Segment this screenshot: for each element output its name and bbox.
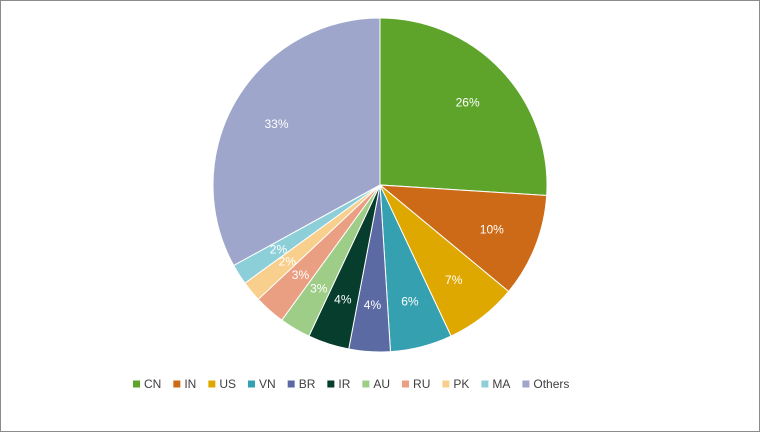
legend-label-br: BR xyxy=(299,377,316,391)
legend-label-au: AU xyxy=(373,377,390,391)
data-label-au: 3% xyxy=(310,281,328,295)
legend-swatch-br xyxy=(287,380,295,388)
legend-swatch-ir xyxy=(327,380,335,388)
legend-swatch-cn xyxy=(133,380,140,388)
legend-swatch-au xyxy=(362,380,370,388)
legend-swatch-us xyxy=(208,380,216,388)
legend-swatch-vn xyxy=(248,380,256,388)
pie-slice-in xyxy=(378,184,548,293)
legend: CN IN US VN BR IR AU RU PK MA Others xyxy=(133,377,569,391)
pie-slice-cn xyxy=(379,17,548,197)
data-label-ir: 4% xyxy=(334,292,352,306)
data-label-pk: 2% xyxy=(279,255,297,269)
data-label-others: 33% xyxy=(264,117,288,131)
legend-label-vn: VN xyxy=(259,377,276,391)
legend-label-ru: RU xyxy=(413,377,430,391)
legend-swatch-in xyxy=(173,380,181,388)
legend-label-cn: CN xyxy=(144,377,161,391)
legend-swatch-ma xyxy=(481,380,489,388)
data-label-ma: 2% xyxy=(270,242,288,256)
data-label-vn: 6% xyxy=(401,294,419,308)
data-label-br: 4% xyxy=(364,298,382,312)
legend-label-pk: PK xyxy=(453,377,469,391)
legend-label-us: US xyxy=(219,377,236,391)
pie-slice-others xyxy=(212,17,381,267)
legend-swatch-ru xyxy=(402,380,410,388)
data-labels: 26%10%7%6%4%4%3%3%2%2%33% xyxy=(264,96,504,312)
legend-label-others: Others xyxy=(533,377,569,391)
data-label-ru: 3% xyxy=(292,268,310,282)
legend-label-in: IN xyxy=(184,377,196,391)
legend-swatch-pk xyxy=(442,380,450,388)
legend-label-ma: MA xyxy=(492,377,510,391)
legend-label-ir: IR xyxy=(338,377,350,391)
data-label-in: 10% xyxy=(480,222,504,236)
data-label-us: 7% xyxy=(445,273,463,287)
pie-slices xyxy=(212,17,548,353)
data-label-cn: 26% xyxy=(456,96,480,110)
legend-swatch-others xyxy=(522,380,530,388)
